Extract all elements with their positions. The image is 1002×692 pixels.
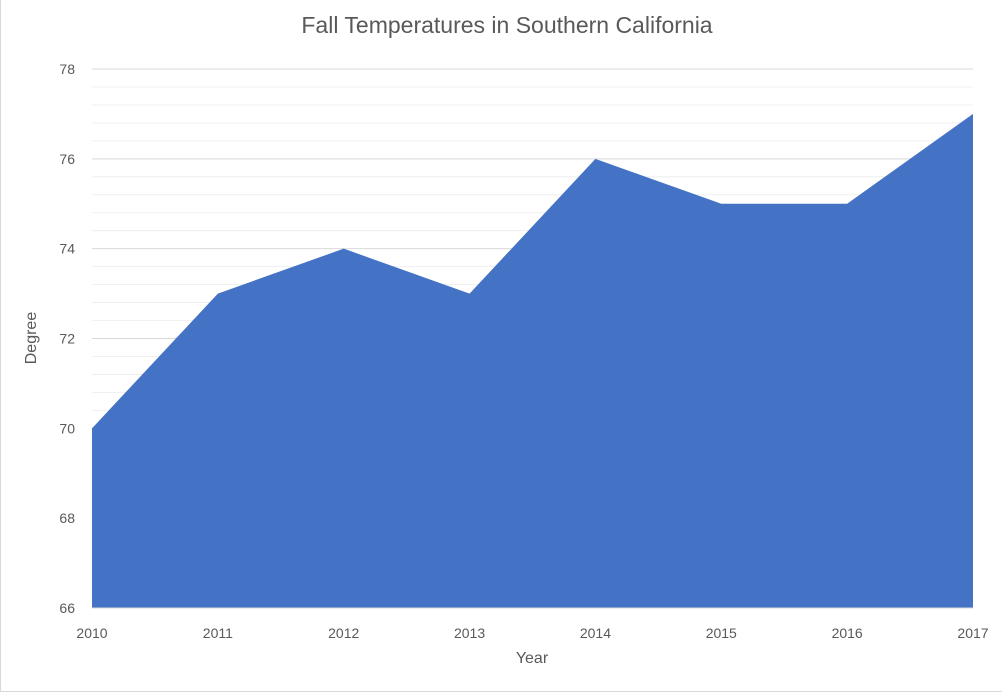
y-axis-ticks: 66 68 70 72 74 76 78 [59, 61, 75, 616]
y-tick-label: 66 [59, 600, 75, 616]
x-tick-label: 2012 [328, 625, 359, 641]
area-fill [92, 113, 973, 609]
y-tick-label: 72 [59, 331, 75, 347]
x-tick-label: 2015 [706, 625, 737, 641]
chart-title: Fall Temperatures in Southern California [301, 12, 713, 38]
x-axis-label: Year [515, 650, 549, 667]
y-tick-label: 78 [59, 61, 75, 77]
x-tick-label: 2016 [832, 625, 863, 641]
y-tick-label: 68 [59, 510, 75, 526]
y-tick-label: 74 [59, 241, 75, 257]
x-axis-ticks: 2010 2011 2012 2013 2014 2015 2016 2017 [76, 607, 989, 641]
x-tick-label: 2011 [203, 625, 233, 641]
area-series [91, 113, 974, 609]
x-tick-label: 2010 [76, 625, 107, 641]
y-tick-label: 76 [59, 151, 75, 167]
x-tick-label: 2013 [454, 625, 485, 641]
x-tick-label: 2014 [580, 625, 611, 641]
y-tick-label: 70 [59, 420, 75, 436]
x-tick-label: 2017 [957, 625, 988, 641]
